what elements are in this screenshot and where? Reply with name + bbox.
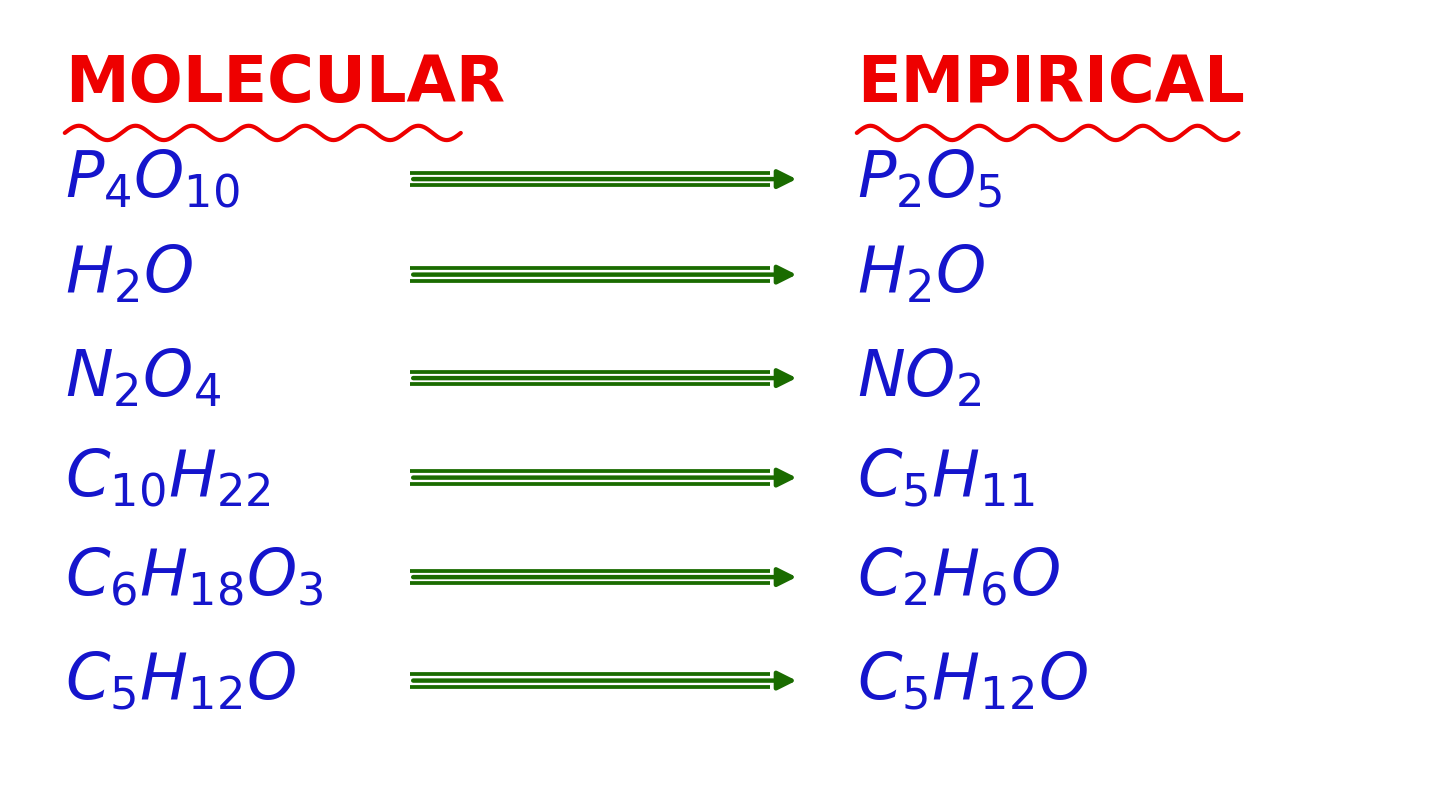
Text: $C_6H_{18}O_3$: $C_6H_{18}O_3$ [65,546,324,608]
Text: $P_4O_{10}$: $P_4O_{10}$ [65,148,239,210]
Text: $N_2O_4$: $N_2O_4$ [65,347,220,409]
Text: $C_{10}H_{22}$: $C_{10}H_{22}$ [65,447,271,509]
Text: EMPIRICAL: EMPIRICAL [857,53,1244,115]
Text: $C_5H_{12}O$: $C_5H_{12}O$ [65,650,297,712]
Text: $C_5H_{11}$: $C_5H_{11}$ [857,447,1034,509]
Text: $C_2H_6O$: $C_2H_6O$ [857,546,1060,608]
Text: MOLECULAR: MOLECULAR [65,53,505,115]
Text: $P_2O_5$: $P_2O_5$ [857,148,1002,210]
Text: $H_2O$: $H_2O$ [65,244,193,306]
Text: $NO_2$: $NO_2$ [857,347,981,409]
Text: $C_5H_{12}O$: $C_5H_{12}O$ [857,650,1089,712]
Text: $H_2O$: $H_2O$ [857,244,985,306]
